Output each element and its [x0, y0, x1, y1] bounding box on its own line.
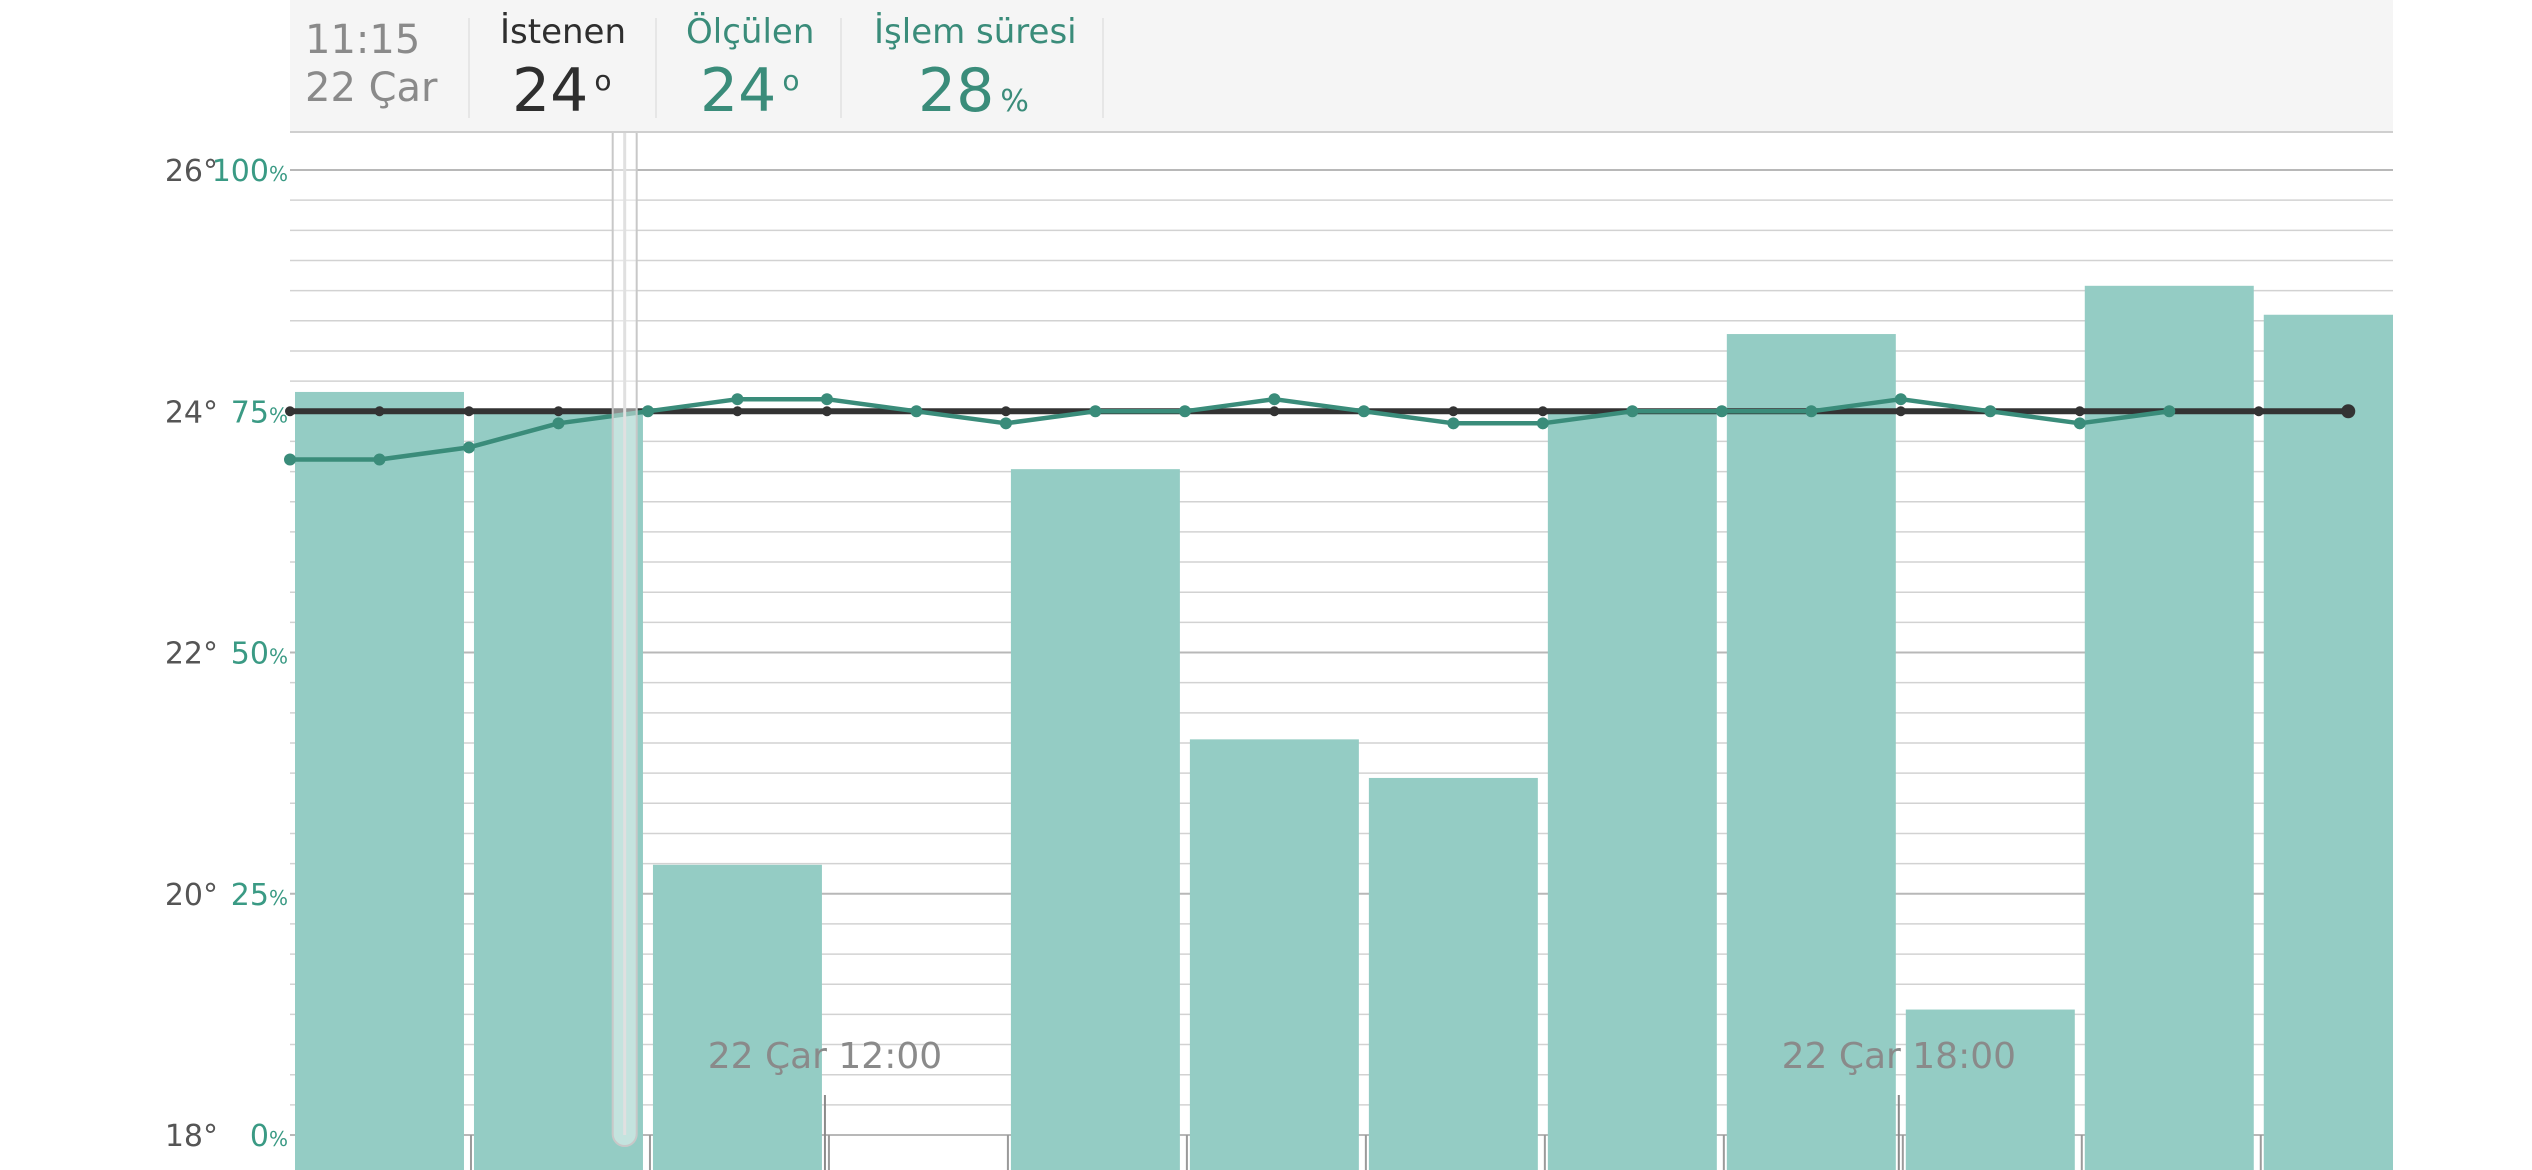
y-temp-label: 24° — [165, 395, 218, 430]
requested-value: 24 o — [512, 58, 612, 124]
runtime-bar — [1010, 469, 1180, 1170]
runtime-bar — [652, 864, 822, 1170]
runtime-bar — [1726, 334, 1896, 1170]
runtime-bars — [295, 285, 2393, 1170]
x-axis-label: 22 Çar 12:00 — [708, 1036, 942, 1077]
runtime-label: İşlem süresi — [874, 12, 1077, 52]
current-date: 22 Çar — [305, 65, 438, 111]
measured-point — [284, 453, 296, 466]
measured-point — [1715, 405, 1728, 418]
runtime-value: 28% — [918, 58, 1029, 124]
measured-point — [373, 453, 386, 466]
time-cursor[interactable] — [611, 121, 638, 1147]
header-divider — [655, 18, 657, 118]
measured-unit: o — [782, 64, 800, 97]
setpoint-point — [1000, 406, 1011, 417]
y-axis-labels: 26°24°22°20°18°100%75%50%25%0% — [165, 154, 288, 1154]
measured-number: 24 — [700, 56, 777, 126]
y-temp-label: 26° — [165, 154, 218, 189]
requested-label: İstenen — [500, 12, 627, 52]
y-percent-unit: % — [269, 886, 288, 910]
runtime-number: 28 — [918, 56, 995, 126]
y-percent-number: 50 — [231, 637, 269, 672]
measured-point — [2163, 405, 2176, 418]
setpoint-point — [1537, 406, 1548, 417]
y-percent-unit: % — [269, 645, 288, 669]
measured-point — [1984, 405, 1997, 418]
measured-line — [290, 396, 2170, 462]
runtime-bar — [2084, 285, 2254, 1170]
runtime-bar — [295, 391, 464, 1170]
y-temp-label: 18° — [165, 1119, 218, 1154]
setpoint-point — [732, 406, 743, 417]
measured-point — [1268, 393, 1281, 406]
runtime-bar — [2263, 314, 2393, 1170]
setpoint-point — [374, 406, 385, 417]
y-percent-number: 25 — [231, 878, 269, 913]
measured-point — [1536, 417, 1549, 430]
x-axis-ticks — [469, 1095, 2262, 1170]
y-percent-label: 100% — [212, 154, 288, 189]
measured-point — [731, 393, 744, 406]
y-percent-unit: % — [269, 162, 288, 186]
y-percent-label: 50% — [231, 637, 288, 672]
requested-unit: o — [594, 64, 612, 97]
measured-point — [1178, 405, 1191, 418]
measured-point — [1626, 405, 1639, 418]
current-time: 11:15 — [305, 17, 421, 63]
y-temp-label: 20° — [165, 878, 218, 913]
x-axis-label: 22 Çar 18:00 — [1782, 1036, 2016, 1077]
measured-series — [284, 393, 2176, 466]
setpoint-point — [1448, 406, 1459, 417]
x-axis-labels: 22 Çar 12:00 22 Çar 18:00 — [708, 1036, 2016, 1077]
y-percent-number: 75 — [231, 395, 269, 430]
measured-point — [1894, 393, 1907, 406]
measured-label: Ölçülen — [686, 12, 815, 52]
setpoint-point — [1895, 406, 1906, 417]
header-divider — [468, 18, 470, 118]
runtime-bar — [1547, 411, 1717, 1170]
measured-point — [462, 441, 475, 454]
setpoint-point — [463, 406, 474, 417]
setpoint-point — [1269, 406, 1280, 417]
measured-point — [1805, 405, 1818, 418]
measured-point — [820, 393, 833, 406]
measured-point — [2073, 417, 2086, 430]
setpoint-point — [2253, 406, 2264, 417]
measured-point — [552, 417, 565, 430]
measured-point — [1089, 405, 1102, 418]
requested-number: 24 — [512, 56, 589, 126]
setpoint-point — [2341, 404, 2356, 419]
measured-value: 24 o — [700, 58, 800, 124]
header-divider — [1102, 18, 1104, 118]
y-percent-label: 75% — [231, 395, 288, 430]
readout-header — [290, 0, 2393, 133]
runtime-bar — [1905, 1009, 2075, 1170]
y-percent-number: 100 — [212, 154, 269, 189]
setpoint-point — [285, 406, 295, 417]
setpoint-point — [553, 406, 564, 417]
y-percent-label: 25% — [231, 878, 288, 913]
measured-point — [910, 405, 923, 418]
measured-point — [641, 405, 654, 418]
setpoint-point — [2074, 406, 2085, 417]
header-divider — [840, 18, 842, 118]
y-percent-number: 0 — [250, 1119, 269, 1154]
y-percent-unit: % — [269, 403, 288, 427]
y-percent-label: 0% — [250, 1119, 288, 1154]
measured-point — [1357, 405, 1370, 418]
measured-point — [1447, 417, 1460, 430]
y-temp-label: 22° — [165, 637, 218, 672]
runtime-bar — [1189, 739, 1359, 1170]
setpoint-point — [821, 406, 832, 417]
runtime-bar — [1368, 777, 1538, 1170]
runtime-bar — [473, 411, 643, 1170]
measured-point — [999, 417, 1012, 430]
runtime-unit: % — [1000, 84, 1029, 119]
y-percent-unit: % — [269, 1127, 288, 1151]
